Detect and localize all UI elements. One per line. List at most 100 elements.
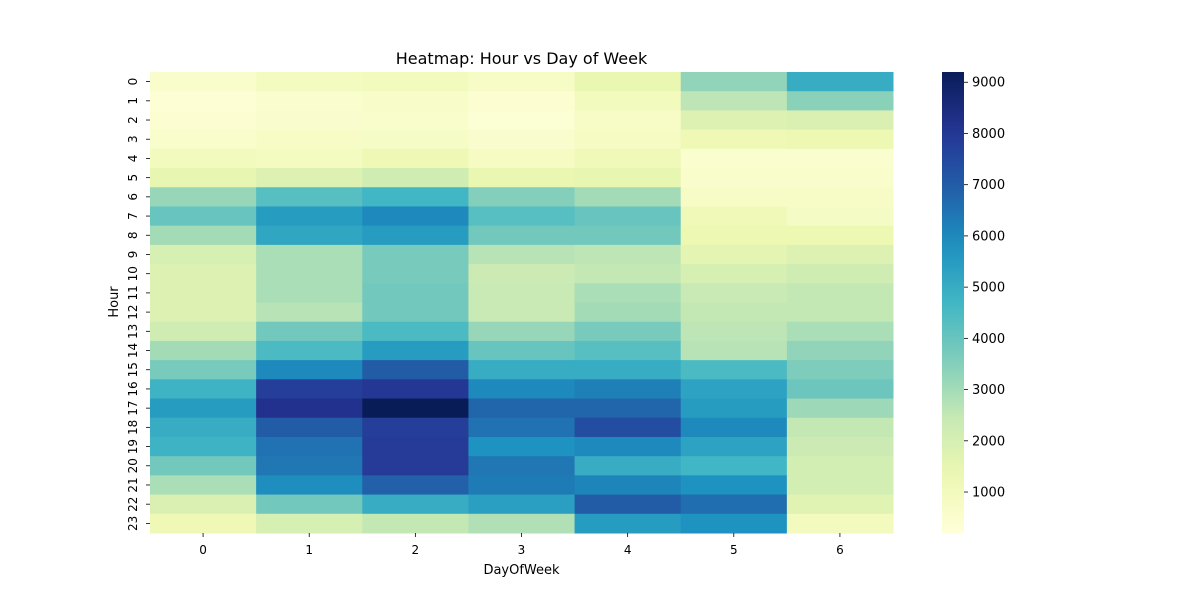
heatmap-cell xyxy=(362,187,469,207)
heatmap-cell xyxy=(256,129,363,150)
heatmap-cell xyxy=(150,494,257,515)
heatmap-cell xyxy=(150,379,257,400)
heatmap-cell xyxy=(468,225,576,246)
heatmap-cell xyxy=(680,475,788,496)
heatmap-cell xyxy=(574,187,682,207)
heatmap-cell xyxy=(362,513,469,534)
chart-title: Heatmap: Hour vs Day of Week xyxy=(396,49,648,68)
heatmap-cell xyxy=(786,148,894,169)
heatmap-cell xyxy=(362,398,469,419)
x-tick-label: 3 xyxy=(518,543,526,557)
y-tick-label: 10 xyxy=(126,266,140,281)
heatmap-cell xyxy=(362,436,469,457)
heatmap-cell xyxy=(468,417,576,438)
heatmap-cell xyxy=(574,494,682,515)
heatmap-cell xyxy=(362,206,469,227)
heatmap-cell xyxy=(680,436,788,457)
heatmap-cell xyxy=(680,72,788,92)
heatmap-cell xyxy=(362,264,469,284)
heatmap-cell xyxy=(786,187,894,207)
heatmap-cell xyxy=(362,494,469,515)
heatmap-cell xyxy=(150,206,257,227)
heatmap-cell xyxy=(680,513,788,534)
heatmap-cell xyxy=(574,148,682,169)
heatmap-cell xyxy=(468,91,576,111)
heatmap-cell xyxy=(362,302,469,323)
heatmap-cell xyxy=(362,129,469,150)
y-tick-label: 12 xyxy=(126,304,140,319)
heatmap-cell xyxy=(256,168,363,188)
x-tick-label: 5 xyxy=(730,543,738,557)
heatmap-cell xyxy=(468,436,576,457)
y-tick-label: 14 xyxy=(126,343,140,358)
heatmap-cell xyxy=(574,206,682,227)
heatmap-cell xyxy=(468,456,576,476)
heatmap-cell xyxy=(362,360,469,380)
heatmap-cell xyxy=(574,72,682,92)
y-tick-label: 1 xyxy=(126,97,140,105)
heatmap-cell xyxy=(150,72,257,92)
heatmap-cell xyxy=(256,244,363,265)
heatmap-cell xyxy=(468,148,576,169)
heatmap-cell xyxy=(574,398,682,419)
heatmap-cell xyxy=(468,398,576,419)
y-tick-label: 2 xyxy=(126,116,140,124)
heatmap-cell xyxy=(468,475,576,496)
colorbar-tick-label: 1000 xyxy=(972,486,1005,501)
heatmap-cell xyxy=(362,244,469,265)
heatmap-cell xyxy=(362,340,469,361)
y-tick-label: 22 xyxy=(126,497,140,512)
heatmap-cell xyxy=(256,187,363,207)
heatmap-cell xyxy=(150,148,257,169)
heatmap-cell xyxy=(256,264,363,284)
heatmap-cell xyxy=(680,379,788,400)
heatmap-cell xyxy=(786,168,894,188)
heatmap-cell xyxy=(468,494,576,515)
heatmap-cell xyxy=(468,168,576,188)
heatmap-cell xyxy=(150,398,257,419)
heatmap-cell xyxy=(574,379,682,400)
heatmap-cell xyxy=(574,417,682,438)
heatmap-cell xyxy=(786,321,894,342)
y-tick-label: 15 xyxy=(126,362,140,377)
y-tick-label: 19 xyxy=(126,439,140,454)
heatmap-cell xyxy=(680,360,788,380)
heatmap-cell xyxy=(680,129,788,150)
heatmap-cells xyxy=(150,72,894,534)
colorbar-tick-label: 8000 xyxy=(972,127,1005,142)
heatmap-cell xyxy=(150,436,257,457)
heatmap-cell xyxy=(786,513,894,534)
heatmap-cell xyxy=(150,321,257,342)
heatmap-cell xyxy=(680,168,788,188)
heatmap-cell xyxy=(680,398,788,419)
heatmap-cell xyxy=(680,456,788,476)
heatmap-cell xyxy=(150,110,257,131)
heatmap-cell xyxy=(574,340,682,361)
heatmap-cell xyxy=(150,456,257,476)
heatmap-cell xyxy=(574,321,682,342)
heatmap-cell xyxy=(468,187,576,207)
y-tick-label: 8 xyxy=(126,231,140,239)
y-tick-label: 11 xyxy=(126,285,140,300)
heatmap-cell xyxy=(786,360,894,380)
y-tick-label: 3 xyxy=(126,135,140,143)
y-tick-label: 17 xyxy=(126,401,140,416)
heatmap-cell xyxy=(574,91,682,111)
heatmap-cell xyxy=(468,264,576,284)
heatmap-cell xyxy=(150,417,257,438)
heatmap-cell xyxy=(150,302,257,323)
heatmap-cell xyxy=(256,494,363,515)
heatmap-cell xyxy=(362,225,469,246)
heatmap-cell xyxy=(468,110,576,131)
colorbar-tick-label: 4000 xyxy=(972,332,1005,347)
heatmap-cell xyxy=(574,456,682,476)
y-tick-label: 20 xyxy=(126,458,140,473)
heatmap-cell xyxy=(256,72,363,92)
heatmap-cell xyxy=(786,110,894,131)
heatmap-cell xyxy=(256,436,363,457)
heatmap-cell xyxy=(680,91,788,111)
heatmap-cell xyxy=(786,456,894,476)
heatmap-cell xyxy=(574,110,682,131)
heatmap-cell xyxy=(680,148,788,169)
